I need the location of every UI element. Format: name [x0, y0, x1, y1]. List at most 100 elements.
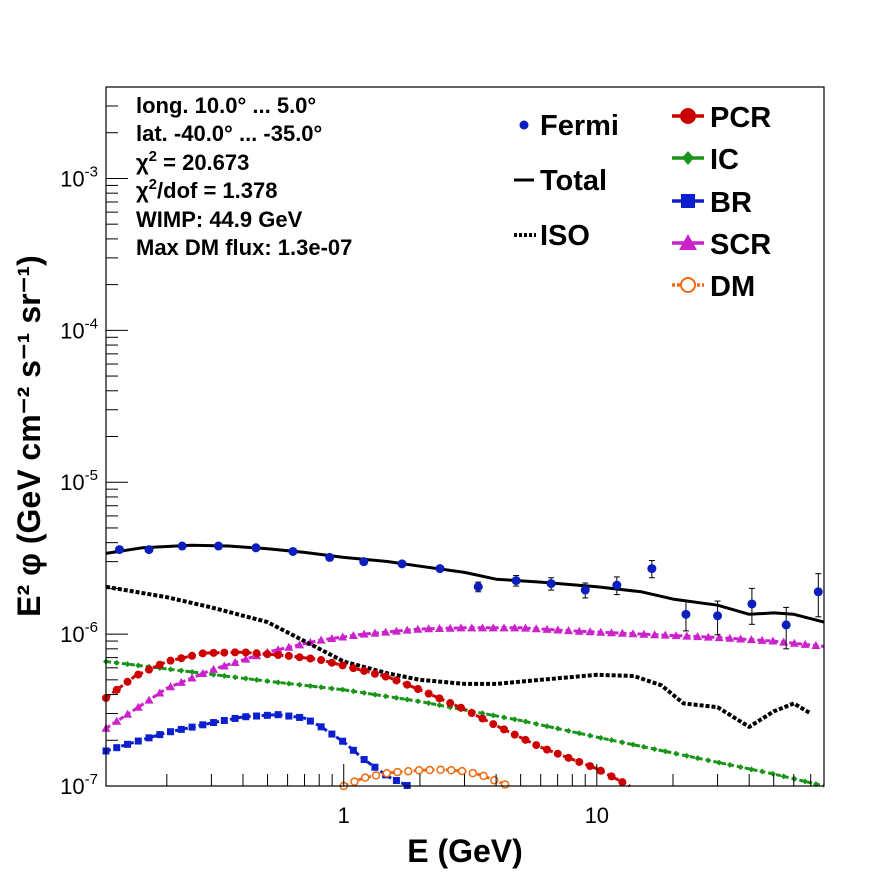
ic-marker — [382, 693, 389, 700]
br-marker — [285, 712, 293, 720]
scr-line — [105, 626, 825, 730]
legend-br: BR — [672, 187, 752, 219]
scr-marker — [800, 639, 810, 648]
scr-marker — [338, 632, 348, 641]
ic-marker — [651, 746, 658, 753]
series-layer — [101, 543, 825, 791]
ic-marker — [275, 679, 282, 686]
scr-marker — [219, 661, 229, 670]
br-marker — [167, 728, 175, 736]
scr-marker — [327, 634, 337, 643]
pcr-marker — [607, 772, 616, 781]
dm-marker — [382, 768, 392, 778]
y-axis-title: E² φ (GeV cm⁻² s⁻¹ sr⁻¹) — [11, 255, 47, 617]
pcr-marker — [392, 676, 401, 685]
ic-marker — [307, 683, 314, 690]
pcr-marker — [134, 670, 143, 679]
series-dm — [339, 765, 510, 791]
ic-marker — [511, 716, 518, 723]
pcr-marker — [553, 749, 562, 758]
legend-total-label: Total — [540, 165, 607, 197]
ic-marker — [522, 718, 529, 725]
scr-marker — [488, 623, 498, 632]
ic-marker — [124, 661, 131, 668]
pcr-marker — [231, 648, 240, 657]
br-marker — [306, 717, 314, 725]
br-marker — [253, 712, 261, 720]
legend-iso-label: ISO — [540, 220, 590, 252]
br-marker — [124, 740, 132, 748]
ic-marker — [791, 775, 798, 782]
scr-marker — [520, 623, 530, 632]
br-marker — [371, 763, 379, 771]
pcr-marker — [446, 699, 455, 708]
dm-marker — [447, 766, 456, 775]
info-box: long. 10.0° ... 5.0° lat. -40.0° ... -35… — [136, 93, 352, 260]
pcr-marker — [317, 656, 326, 665]
pcr-marker — [489, 720, 498, 729]
pcr-marker — [499, 725, 508, 734]
scr-marker — [424, 624, 434, 633]
scr-marker — [467, 623, 477, 632]
scr-marker — [779, 637, 789, 646]
pcr-marker — [586, 762, 595, 771]
scr-marker — [553, 625, 563, 634]
y-tick-label: 10-4 — [60, 315, 98, 343]
br-marker — [360, 756, 368, 764]
scr-marker — [434, 624, 444, 633]
fermi-point — [359, 557, 369, 567]
pcr-marker — [295, 653, 304, 662]
iso-line — [105, 584, 812, 729]
fermi-point — [612, 580, 622, 590]
pcr-marker — [510, 730, 519, 739]
scr-marker — [510, 623, 520, 632]
pcr-marker — [209, 648, 218, 657]
scr-marker — [391, 626, 401, 635]
info-latitude: lat. -40.0° ... -35.0° — [136, 121, 322, 146]
pcr-marker — [252, 649, 261, 658]
scr-marker — [596, 627, 606, 636]
legend-dm-marker — [680, 277, 696, 293]
scr-marker — [660, 630, 670, 639]
br-marker — [210, 719, 218, 727]
dm-marker — [500, 780, 510, 789]
pcr-marker — [360, 666, 369, 675]
scr-marker — [370, 628, 380, 637]
dm-marker — [457, 766, 467, 776]
br-marker — [328, 730, 336, 738]
legend-pcr-label: PCR — [710, 102, 771, 134]
ic-marker — [576, 730, 583, 737]
scr-marker — [499, 623, 509, 632]
scr-marker — [542, 624, 552, 633]
scr-marker — [456, 623, 466, 632]
br-marker — [177, 725, 185, 733]
scr-marker — [273, 645, 283, 654]
br-marker — [317, 723, 325, 731]
scr-marker — [628, 629, 638, 638]
ic-marker — [285, 680, 292, 687]
ic-marker — [565, 727, 572, 734]
info-wimp: WIMP: 44.9 GeV — [136, 207, 303, 232]
ic-marker — [726, 761, 733, 768]
ic-marker — [393, 694, 400, 701]
scr-marker — [359, 629, 369, 638]
x-tick-label: 10 — [585, 803, 609, 828]
pcr-marker — [413, 684, 422, 693]
scr-marker — [746, 635, 756, 644]
ic-marker — [630, 741, 637, 748]
legend-scr: SCR — [672, 229, 771, 261]
ic-marker — [500, 714, 507, 721]
pcr-marker — [166, 656, 175, 665]
scr-marker — [176, 677, 186, 686]
pcr-marker — [435, 694, 444, 703]
scr-marker — [693, 632, 703, 641]
fermi-point — [435, 564, 445, 574]
br-marker — [199, 721, 207, 729]
pcr-marker — [274, 651, 283, 660]
ic-marker — [554, 725, 561, 732]
scr-marker — [316, 635, 326, 644]
scr-marker — [477, 623, 487, 632]
dm-marker — [436, 765, 445, 775]
pcr-marker — [575, 757, 584, 766]
ic-marker — [490, 712, 497, 719]
